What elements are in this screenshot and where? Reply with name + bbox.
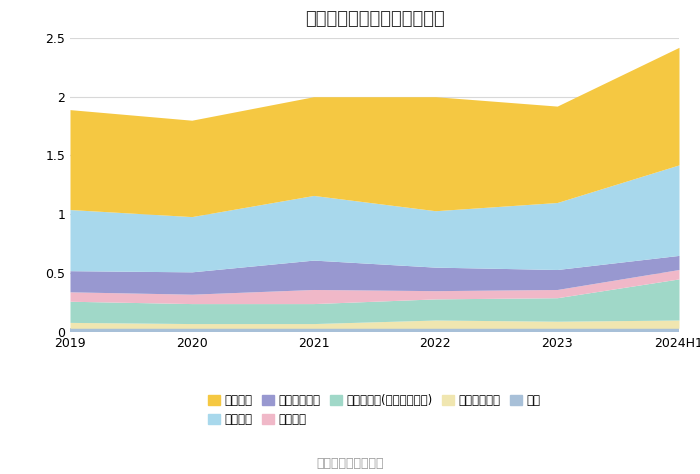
Title: 历年主要负债堆积图（亿元）: 历年主要负债堆积图（亿元） [304,10,444,28]
Legend: 应付账款, 合同负债, 应付职工薪酬, 应交税费, 其他应付款(合利息和股利), 长期递延收益, 其它: 应付账款, 合同负债, 应付职工薪酬, 应交税费, 其他应付款(合利息和股利),… [204,391,545,429]
Text: 数据来源：恒生聚源: 数据来源：恒生聚源 [316,457,384,470]
